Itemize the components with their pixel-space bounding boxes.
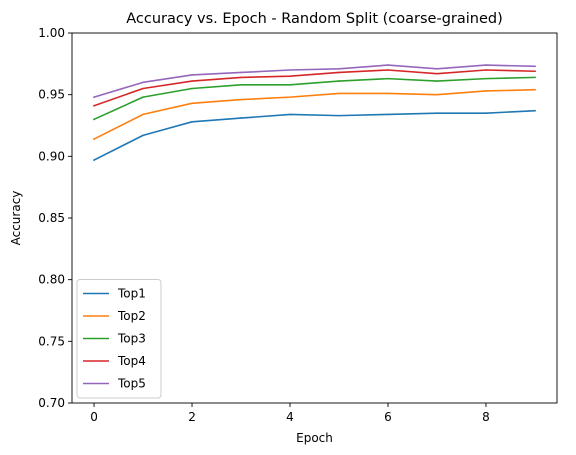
y-tick-label: 0.95 bbox=[38, 88, 65, 102]
x-tick-label: 4 bbox=[286, 410, 294, 424]
data-point-top4 bbox=[436, 72, 438, 75]
legend-box bbox=[76, 279, 162, 399]
series-top2 bbox=[92, 88, 536, 141]
data-point-top1 bbox=[93, 159, 95, 161]
data-point-top2 bbox=[240, 98, 242, 101]
legend-label-top2: Top2 bbox=[117, 309, 146, 323]
data-point-top3 bbox=[534, 76, 536, 79]
data-point-top1 bbox=[387, 113, 389, 116]
data-point-top2 bbox=[93, 138, 95, 140]
y-tick-label: 0.80 bbox=[38, 273, 65, 287]
series-layer bbox=[92, 64, 536, 162]
series-line-top1 bbox=[92, 109, 536, 162]
data-point-top2 bbox=[191, 102, 193, 105]
data-point-top2 bbox=[485, 90, 487, 92]
data-point-top4 bbox=[240, 76, 242, 79]
x-tick-label: 0 bbox=[90, 410, 98, 424]
data-point-top4 bbox=[289, 75, 291, 77]
data-point-top4 bbox=[534, 70, 536, 73]
data-point-top3 bbox=[142, 96, 144, 98]
legend-label-top5: Top5 bbox=[117, 377, 146, 391]
data-point-top1 bbox=[534, 109, 536, 112]
y-tick-label: 1.00 bbox=[38, 26, 65, 40]
y-tick-label: 0.70 bbox=[38, 396, 65, 410]
data-point-top5 bbox=[289, 69, 291, 71]
y-tick-label: 0.75 bbox=[38, 334, 65, 348]
y-axis-label: Accuracy bbox=[9, 191, 23, 246]
data-point-top3 bbox=[191, 87, 193, 90]
data-point-top1 bbox=[240, 117, 242, 119]
data-point-top5 bbox=[240, 71, 242, 74]
data-point-top2 bbox=[338, 92, 340, 95]
data-point-top2 bbox=[289, 96, 291, 98]
series-top3 bbox=[92, 76, 536, 121]
data-point-top1 bbox=[485, 112, 487, 114]
x-axis-ticks: 0 2 4 6 8 bbox=[90, 403, 490, 424]
plot-area-frame bbox=[71, 32, 558, 404]
data-point-top5 bbox=[93, 96, 95, 98]
x-axis-label: Epoch bbox=[296, 431, 333, 445]
data-point-top4 bbox=[142, 87, 144, 90]
data-point-top2 bbox=[387, 92, 389, 95]
data-point-top3 bbox=[387, 77, 389, 80]
data-point-top5 bbox=[142, 81, 144, 84]
data-point-top1 bbox=[289, 113, 291, 116]
series-top4 bbox=[93, 69, 536, 107]
y-axis-ticks: 0.70 0.75 0.80 0.85 0.90 0.95 1.00 bbox=[38, 26, 72, 410]
series-line-top3 bbox=[92, 76, 536, 121]
data-point-top4 bbox=[387, 69, 389, 71]
series-top5 bbox=[93, 64, 536, 99]
data-point-top3 bbox=[240, 84, 242, 86]
legend: Top1 Top2 Top3 Top4 Top5 bbox=[76, 279, 162, 399]
data-point-top3 bbox=[289, 84, 291, 86]
data-point-top5 bbox=[534, 65, 536, 68]
data-point-top4 bbox=[191, 80, 193, 82]
data-point-top3 bbox=[93, 118, 95, 121]
data-point-top3 bbox=[485, 77, 487, 80]
legend-label-top1: Top1 bbox=[117, 287, 146, 301]
data-point-top5 bbox=[485, 64, 487, 66]
data-point-top4 bbox=[93, 104, 95, 107]
data-point-top1 bbox=[191, 121, 193, 123]
x-tick-label: 2 bbox=[188, 410, 196, 424]
data-point-top5 bbox=[436, 67, 438, 70]
y-tick-label: 0.85 bbox=[38, 211, 65, 225]
data-point-top5 bbox=[191, 74, 193, 76]
legend-label-top3: Top3 bbox=[117, 332, 146, 346]
series-line-top4 bbox=[93, 69, 536, 107]
data-point-top4 bbox=[338, 71, 340, 74]
y-tick-label: 0.90 bbox=[38, 149, 65, 163]
data-point-top1 bbox=[142, 134, 144, 137]
series-line-top2 bbox=[92, 88, 536, 141]
data-point-top5 bbox=[387, 64, 389, 66]
data-point-top3 bbox=[436, 80, 438, 82]
data-point-top1 bbox=[338, 114, 340, 117]
chart-title: Accuracy vs. Epoch - Random Split (coars… bbox=[126, 11, 503, 27]
x-tick-label: 8 bbox=[482, 410, 490, 424]
data-point-top1 bbox=[436, 112, 438, 114]
x-tick-label: 6 bbox=[384, 410, 392, 424]
data-point-top3 bbox=[338, 80, 340, 82]
data-point-top2 bbox=[436, 93, 438, 96]
series-line-top5 bbox=[93, 64, 536, 99]
data-point-top5 bbox=[338, 67, 340, 70]
data-point-top2 bbox=[534, 88, 536, 91]
data-point-top4 bbox=[485, 69, 487, 71]
legend-label-top4: Top4 bbox=[117, 354, 146, 368]
series-top1 bbox=[92, 109, 536, 162]
data-point-top2 bbox=[142, 113, 144, 116]
